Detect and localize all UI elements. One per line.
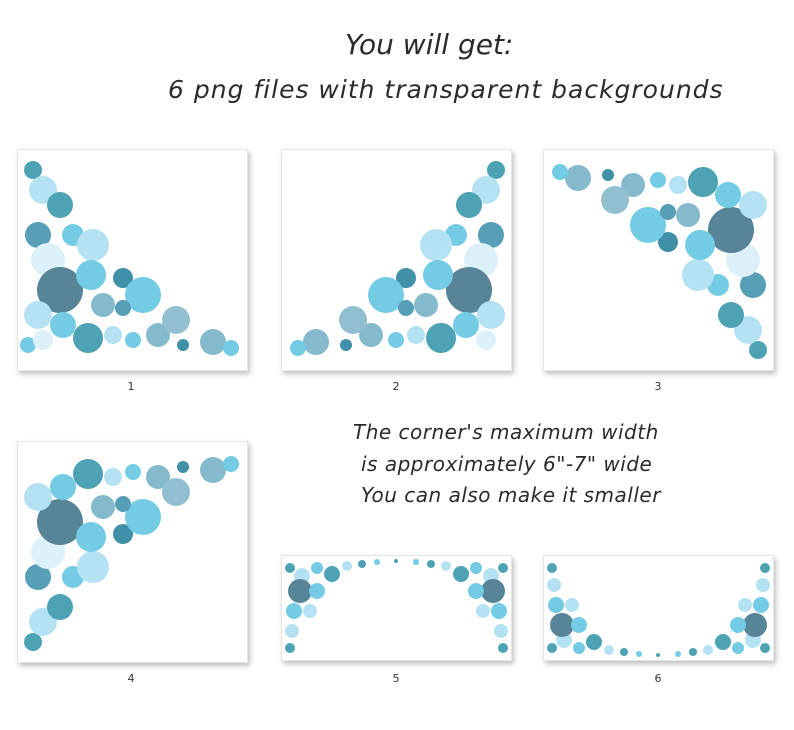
preview-label-5: 5	[392, 672, 400, 685]
corner-illustration-top-right	[552, 164, 767, 359]
preview-label-1: 1	[127, 380, 135, 393]
border-illustration-top-arch	[285, 559, 508, 653]
note-line-1: The corner's maximum width	[353, 420, 659, 444]
preview-label-4: 4	[127, 672, 135, 685]
page-title: You will get:	[345, 28, 514, 61]
corner-illustration-bottom-right	[290, 161, 505, 356]
preview-card-6[interactable]	[543, 555, 774, 661]
preview-card-1[interactable]	[17, 149, 248, 371]
note-line-2: is approximately 6"-7" wide	[361, 452, 653, 476]
preview-card-4[interactable]	[17, 441, 248, 663]
corner-illustration-bottom-left	[20, 161, 239, 356]
corner-illustration-top-left	[24, 456, 239, 651]
preview-card-2[interactable]	[281, 149, 512, 371]
page-subtitle: 6 png files with transparent backgrounds	[168, 75, 724, 104]
preview-label-2: 2	[392, 380, 400, 393]
preview-label-3: 3	[654, 380, 662, 393]
note-line-3: You can also make it smaller	[361, 483, 661, 507]
preview-card-5[interactable]	[281, 555, 512, 661]
border-illustration-bottom-arch	[547, 563, 770, 657]
preview-card-3[interactable]	[543, 149, 774, 371]
preview-label-6: 6	[654, 672, 662, 685]
